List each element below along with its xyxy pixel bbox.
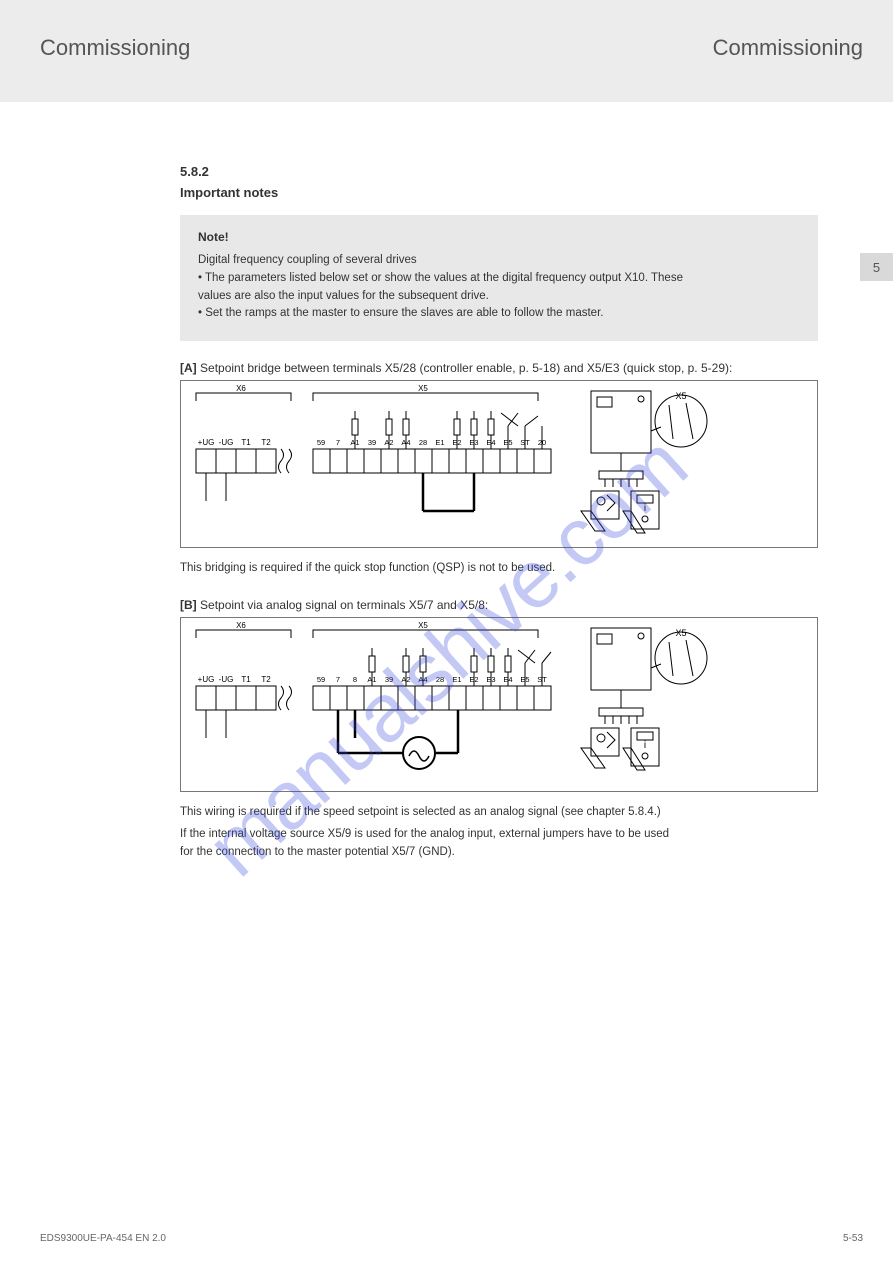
note-body: Digital frequency coupling of several dr… <box>198 252 800 323</box>
header-title-right: Commissioning <box>713 35 863 61</box>
svg-text:7: 7 <box>336 675 340 684</box>
svg-text:X6: X6 <box>236 621 246 630</box>
svg-text:X5: X5 <box>675 628 686 638</box>
svg-text:E1: E1 <box>435 438 444 447</box>
item-a-label: [A] <box>180 361 197 375</box>
svg-text:X5: X5 <box>418 384 428 393</box>
page-header: Commissioning Commissioning <box>0 0 893 102</box>
svg-text:+UG: +UG <box>198 438 215 447</box>
svg-text:T2: T2 <box>261 675 271 684</box>
body-line-2b: for the connection to the master potenti… <box>180 846 455 858</box>
svg-text:28: 28 <box>419 438 427 447</box>
diagram-b: X6 +UG -UG T1 T2 X5 59 7 8 A1 39 A2 A4 <box>180 617 818 792</box>
footer-page-num: 5-53 <box>843 1233 863 1244</box>
svg-text:T2: T2 <box>261 438 271 447</box>
item-b-text: Setpoint via analog signal on terminals … <box>200 598 488 612</box>
svg-text:T1: T1 <box>241 438 251 447</box>
svg-text:39: 39 <box>385 675 393 684</box>
svg-text:59: 59 <box>317 675 325 684</box>
note-label: Note! <box>198 230 800 244</box>
note-box: Note! Digital frequency coupling of seve… <box>180 215 818 341</box>
page-content: 5.8.2 Important notes Note! Digital freq… <box>0 102 893 862</box>
item-a-heading: [A] Setpoint bridge between terminals X5… <box>180 361 818 375</box>
svg-text:-UG: -UG <box>219 438 234 447</box>
svg-text:X5: X5 <box>418 621 428 630</box>
svg-text:X6: X6 <box>236 384 246 393</box>
body-line-2a: If the internal voltage source X5/9 is u… <box>180 828 669 840</box>
svg-text:+UG: +UG <box>198 675 215 684</box>
body-line-2: If the internal voltage source X5/9 is u… <box>180 826 818 862</box>
svg-text:E1: E1 <box>452 675 461 684</box>
note-line: Digital frequency coupling of several dr… <box>198 252 800 270</box>
diagram-a: X6 +UG -UG T1 T2 X5 59 <box>180 380 818 548</box>
section-number: 5.8.2 <box>180 164 818 179</box>
item-b-heading: [B] Setpoint via analog signal on termin… <box>180 598 818 612</box>
body-line-1: This wiring is required if the speed set… <box>180 804 818 822</box>
side-tab-label: 5 <box>873 260 880 275</box>
section-title: Important notes <box>180 185 818 200</box>
svg-text:28: 28 <box>436 675 444 684</box>
svg-text:-UG: -UG <box>219 675 234 684</box>
item-b-label: [B] <box>180 598 197 612</box>
svg-text:i: i <box>644 503 646 514</box>
svg-text:T1: T1 <box>241 675 251 684</box>
svg-text:39: 39 <box>368 438 376 447</box>
svg-text:X5: X5 <box>675 391 686 401</box>
header-title-left: Commissioning <box>40 35 190 61</box>
footer-doc-id: EDS9300UE-PA-454 EN 2.0 <box>40 1233 166 1244</box>
item-a-text: Setpoint bridge between terminals X5/28 … <box>200 361 732 375</box>
side-tab-chapter: 5 <box>860 253 893 281</box>
note-line: • The parameters listed below set or sho… <box>198 270 800 288</box>
item-b-lead: This bridging is required if the quick s… <box>180 560 818 578</box>
svg-text:7: 7 <box>336 438 340 447</box>
note-line: values are also the input values for the… <box>198 288 800 306</box>
svg-text:59: 59 <box>317 438 325 447</box>
svg-text:8: 8 <box>353 675 357 684</box>
svg-text:i: i <box>644 740 646 751</box>
note-line: • Set the ramps at the master to ensure … <box>198 305 800 323</box>
